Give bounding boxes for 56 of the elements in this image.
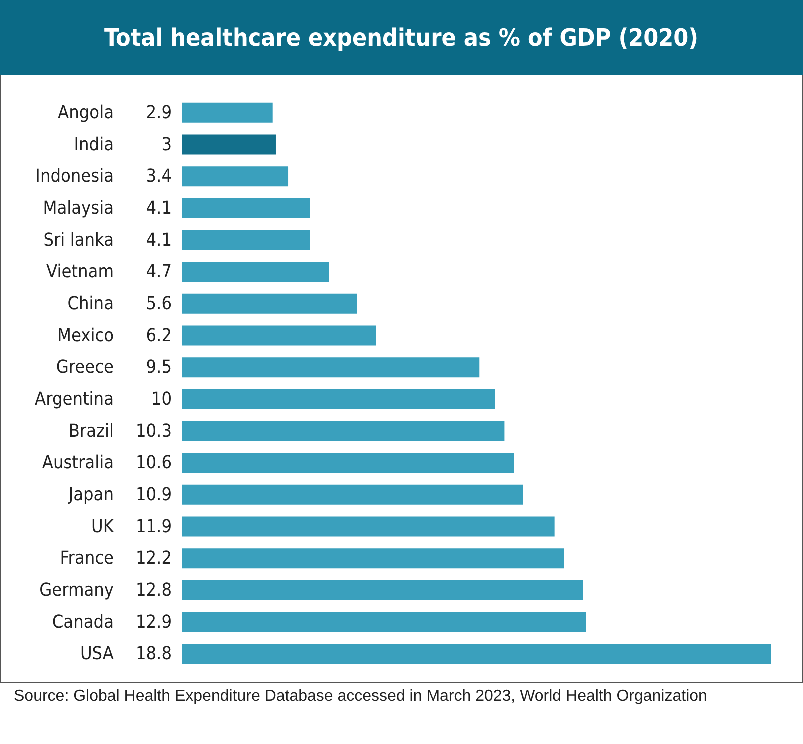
data-label: 3 xyxy=(162,134,172,156)
y-tick-label: India xyxy=(74,134,114,156)
data-label: 4.1 xyxy=(146,230,172,251)
data-label: 3.4 xyxy=(146,166,172,188)
bar xyxy=(182,516,555,537)
data-label: 5.6 xyxy=(146,293,172,314)
y-tick-label: Greece xyxy=(56,357,114,378)
bar xyxy=(182,102,273,123)
y-tick-label: France xyxy=(60,548,114,570)
y-tick-label: Mexico xyxy=(57,325,114,346)
y-tick-label: UK xyxy=(92,516,114,538)
data-label: 12.2 xyxy=(136,548,172,570)
data-label: 4.7 xyxy=(146,262,172,283)
bar xyxy=(182,326,376,346)
y-tick-label: Australia xyxy=(42,452,114,474)
y-tick-label: Vietnam xyxy=(46,262,114,283)
y-tick-label: Malaysia xyxy=(43,198,114,219)
data-label: 12.9 xyxy=(136,612,172,633)
y-tick-label: Brazil xyxy=(68,420,114,442)
bar xyxy=(182,548,564,569)
data-label: 2.9 xyxy=(146,102,172,124)
y-tick-label: Sri lanka xyxy=(44,230,114,251)
bar xyxy=(182,453,514,474)
data-label: 11.9 xyxy=(136,516,172,538)
data-label: 10.6 xyxy=(136,452,172,474)
y-tick-label: Canada xyxy=(52,612,114,633)
y-tick-label: Japan xyxy=(68,484,114,506)
data-label: 12.8 xyxy=(136,580,172,601)
data-label: 18.8 xyxy=(136,644,172,665)
chart-title: Total healthcare expenditure as % of GDP (2020) xyxy=(0,0,803,75)
bar xyxy=(182,230,310,250)
y-tick-label: Indonesia xyxy=(36,166,114,188)
y-tick-label: China xyxy=(68,293,114,314)
bar xyxy=(182,294,358,314)
data-label: 10 xyxy=(151,388,172,410)
source-note: Source: Global Health Expenditure Database accessed in March 2023, World Health Organization xyxy=(14,687,708,707)
data-label: 9.5 xyxy=(146,357,172,378)
bar xyxy=(182,644,771,664)
bar xyxy=(182,198,310,218)
bar xyxy=(182,389,496,410)
bar xyxy=(182,421,505,442)
bar xyxy=(182,484,524,505)
bar xyxy=(182,262,330,282)
bar xyxy=(182,166,289,187)
y-tick-label: USA xyxy=(80,644,114,665)
data-label: 6.2 xyxy=(146,325,172,346)
y-tick-label: Germany xyxy=(40,580,114,601)
data-label: 10.9 xyxy=(136,484,172,506)
bar xyxy=(182,612,586,632)
data-label: 4.1 xyxy=(146,198,172,219)
y-tick-label: Angola xyxy=(58,102,114,124)
bar xyxy=(182,358,480,378)
bar xyxy=(182,134,276,155)
y-tick-label: Argentina xyxy=(35,388,114,410)
data-label: 10.3 xyxy=(136,420,172,442)
bar xyxy=(182,580,584,600)
